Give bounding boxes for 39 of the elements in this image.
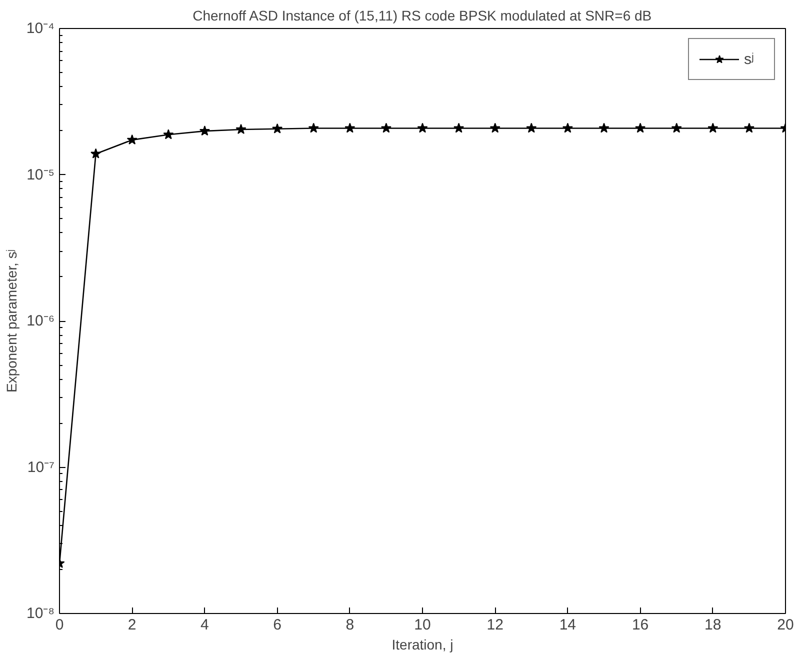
y-axis-title: Exponent parameter, sʲ <box>3 249 20 393</box>
y-tick-label: 10⁻⁷ <box>27 458 55 476</box>
x-tick-label: 14 <box>559 616 576 634</box>
legend-label: sʲ <box>744 50 755 68</box>
x-tick-label: 2 <box>128 616 136 634</box>
point <box>90 148 102 158</box>
point <box>199 126 210 136</box>
y-tick-label: 10⁻⁵ <box>26 166 55 184</box>
x-tick-label: 18 <box>704 616 722 634</box>
x-tick-label: 16 <box>632 616 649 634</box>
point <box>635 122 646 133</box>
x-tick-label: 20 <box>777 616 794 634</box>
x-tick-label: 6 <box>273 616 282 634</box>
point <box>454 122 464 133</box>
point <box>344 122 356 133</box>
point <box>708 122 718 133</box>
point <box>163 129 174 140</box>
point <box>272 123 283 134</box>
point <box>308 122 319 133</box>
x-tick-label: 4 <box>200 616 209 634</box>
y-tick-label: 10⁻⁶ <box>26 312 54 330</box>
y-tick-label: 10⁻⁴ <box>26 20 55 37</box>
x-tick-label: 0 <box>55 616 64 634</box>
point <box>126 134 138 144</box>
chart-title: Chernoff ASD Instance of (15,11) RS code BPSK modulated at SNR=6 dB <box>192 8 652 24</box>
point <box>417 122 428 133</box>
point <box>562 122 573 133</box>
x-tick-label: 12 <box>486 616 504 634</box>
x-tick-label: 8 <box>346 616 354 634</box>
point <box>744 122 754 133</box>
point <box>598 122 610 133</box>
x-axis-title: Iteration, j <box>392 636 454 652</box>
point <box>490 122 500 133</box>
point <box>671 122 682 133</box>
point <box>380 122 392 133</box>
point <box>236 124 246 134</box>
point <box>526 122 537 133</box>
y-tick-label: 10⁻⁸ <box>26 605 55 622</box>
x-tick-label: 10 <box>414 616 431 634</box>
